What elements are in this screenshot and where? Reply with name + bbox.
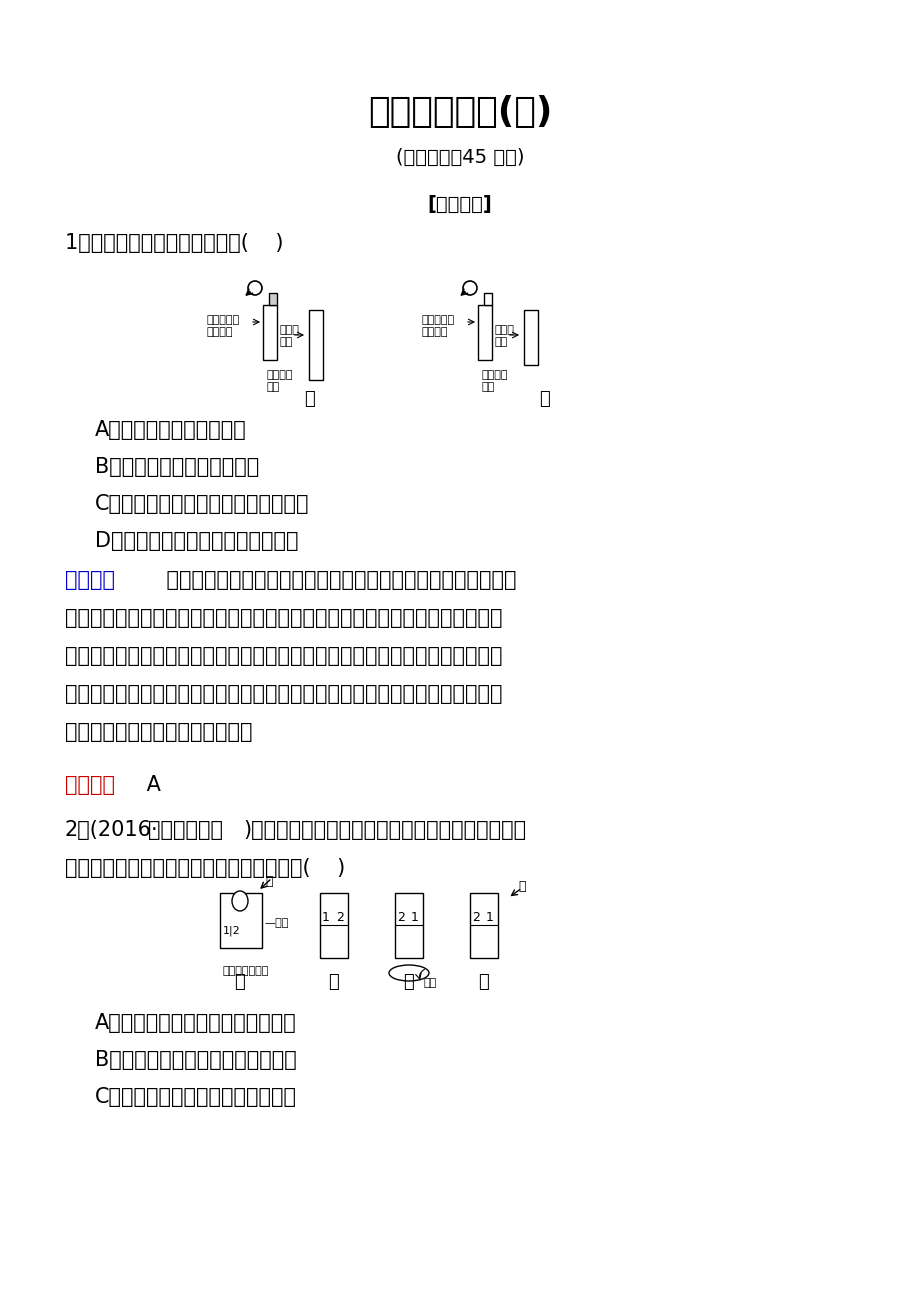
Text: B．向右弯曲、向左弯曲、向左弯曲: B．向右弯曲、向左弯曲、向左弯曲 <box>95 1049 297 1070</box>
Bar <box>263 305 277 359</box>
Text: C．向左弯曲、直立生长、向右弯曲: C．向左弯曲、直立生长、向右弯曲 <box>95 1087 297 1107</box>
Text: D．感受光刺激的部位是胚芽鞘尖端: D．感受光刺激的部位是胚芽鞘尖端 <box>95 531 298 551</box>
Text: 【解析】: 【解析】 <box>65 570 115 590</box>
Text: 学业分层测评(一): 学业分层测评(一) <box>368 95 551 129</box>
Text: 乙: 乙 <box>539 391 550 408</box>
Bar <box>394 893 423 958</box>
Ellipse shape <box>232 891 248 911</box>
Text: C．单侧光照射引起生长素分布不均匀: C．单侧光照射引起生长素分布不均匀 <box>95 493 309 514</box>
Text: 一段时
间后: 一段时 间后 <box>494 326 515 346</box>
Text: 2: 2 <box>397 911 404 924</box>
Text: 去尖端的
幼苗: 去尖端的 幼苗 <box>482 370 508 392</box>
Text: A．向右弯曲、向右弯曲、向右弯曲: A．向右弯曲、向右弯曲、向右弯曲 <box>95 1013 297 1032</box>
Text: A: A <box>140 775 161 796</box>
Text: 能说明感受单侧光的部位是幼苗。: 能说明感受单侧光的部位是幼苗。 <box>65 723 252 742</box>
Bar <box>470 893 497 958</box>
Text: 富含生长素
的琼脂块: 富含生长素 的琼脂块 <box>207 315 240 337</box>
Text: 甲: 甲 <box>304 391 315 408</box>
Text: 甲: 甲 <box>234 973 245 991</box>
Text: —琼脂: —琼脂 <box>264 918 288 928</box>
Text: [学业达标]: [学业达标] <box>427 195 492 214</box>
Text: 金华高二期末: 金华高二期末 <box>148 820 222 840</box>
Text: 匀速: 匀速 <box>424 978 437 988</box>
Text: 去尖端的
幼苗: 去尖端的 幼苗 <box>267 370 293 392</box>
Text: 1: 1 <box>485 911 494 924</box>
Text: 侧光引起生长素分布不均匀；两组实验材料均为去尖端的幼苗，所以实验过程不: 侧光引起生长素分布不均匀；两组实验材料均为去尖端的幼苗，所以实验过程不 <box>65 684 502 704</box>
Bar <box>309 310 323 380</box>
Text: 光: 光 <box>517 880 525 893</box>
Bar <box>483 293 492 305</box>
Text: 1: 1 <box>411 911 418 924</box>
Text: 光: 光 <box>265 875 272 888</box>
Text: 去掉尖端的幼苗: 去掉尖端的幼苗 <box>222 966 269 976</box>
Text: 甲组含生长素，乙组不含，一段时间后甲组生长，乙组不生长，: 甲组含生长素，乙组不含，一段时间后甲组生长，乙组不生长， <box>140 570 516 590</box>
Text: 1．下图直接可以得出的结论有(    ): 1．下图直接可以得出的结论有( ) <box>65 233 283 253</box>
Text: )图中甲为对燕麦幼苗所做的处理，过一段时间后，: )图中甲为对燕麦幼苗所做的处理，过一段时间后， <box>243 820 526 840</box>
Text: A．生长素能促进植物生长: A．生长素能促进植物生长 <box>95 421 246 440</box>
Text: 说明生长素有促进生长作用；该两组实验无法说明生长素的成分是吲哚乙酸，因: 说明生长素有促进生长作用；该两组实验无法说明生长素的成分是吲哚乙酸，因 <box>65 608 502 628</box>
Text: 2．(2016·: 2．(2016· <box>65 820 158 840</box>
Text: 乙: 乙 <box>328 973 339 991</box>
Text: 丙: 丙 <box>403 973 414 991</box>
Text: 一段时
间后: 一段时 间后 <box>279 326 300 346</box>
Text: 1|2: 1|2 <box>222 924 241 936</box>
Bar <box>268 293 277 305</box>
Text: 2: 2 <box>335 911 344 924</box>
Text: 不含生长素
的琼脂块: 不含生长素 的琼脂块 <box>422 315 455 337</box>
Bar <box>524 310 538 365</box>
Ellipse shape <box>389 965 428 980</box>
Text: 1: 1 <box>322 911 330 924</box>
Text: (建议用时：45 分钟): (建议用时：45 分钟) <box>395 148 524 167</box>
Text: 【答案】: 【答案】 <box>65 775 115 796</box>
Text: B．生长素的成分是吲哚乙酸: B．生长素的成分是吲哚乙酸 <box>95 457 259 477</box>
Text: 没对成分进行分析；两组实验没有单侧光照，也没有出现弯曲现象，不能说明单: 没对成分进行分析；两组实验没有单侧光照，也没有出现弯曲现象，不能说明单 <box>65 646 502 667</box>
Bar <box>320 893 347 958</box>
Text: 2: 2 <box>471 911 480 924</box>
Bar <box>220 893 262 948</box>
Bar <box>478 305 492 359</box>
Text: 乙、丙、丁三图所示幼苗的生长情况依次是(    ): 乙、丙、丁三图所示幼苗的生长情况依次是( ) <box>65 858 345 878</box>
Text: 丁: 丁 <box>478 973 489 991</box>
